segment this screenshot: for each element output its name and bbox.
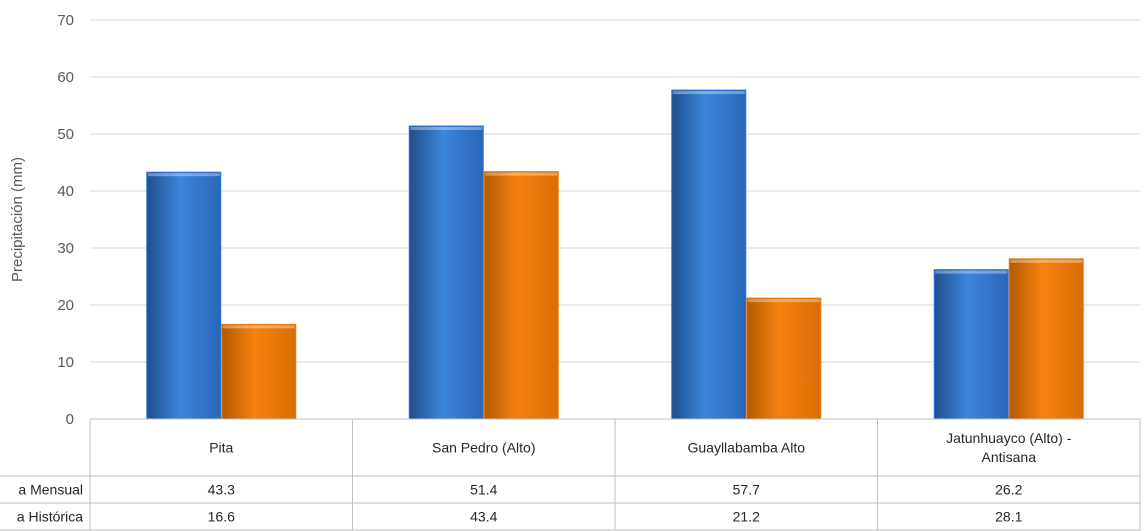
series-row-label: a Histórica xyxy=(17,509,83,525)
bar-highlight xyxy=(222,325,295,329)
bar-mensual xyxy=(146,171,222,420)
bar-historica xyxy=(221,323,297,420)
bar-mensual xyxy=(671,89,747,420)
bar-mensual xyxy=(408,125,484,420)
bars xyxy=(146,89,1084,420)
series-row-label: a Mensual xyxy=(18,482,83,498)
data-cell: 43.3 xyxy=(208,482,235,498)
bar-mensual xyxy=(933,269,1009,420)
y-tick-label: 10 xyxy=(57,354,74,371)
data-cell: 28.1 xyxy=(995,509,1022,525)
bar-highlight xyxy=(410,127,483,131)
y-tick-label: 30 xyxy=(57,240,74,257)
y-tick-label: 70 xyxy=(57,12,74,29)
y-tick-label: 40 xyxy=(57,183,74,200)
y-tick-label: 50 xyxy=(57,126,74,143)
category-label: Guayllabamba Alto xyxy=(687,440,805,456)
data-cell: 43.4 xyxy=(470,509,497,525)
gridlines xyxy=(90,19,1140,363)
data-cell: 21.2 xyxy=(733,509,760,525)
bar-highlight xyxy=(147,173,220,177)
category-label: Jatunhuayco (Alto) -Antisana xyxy=(946,430,1072,465)
bar-highlight xyxy=(747,299,820,303)
data-table: Pita San Pedro (Alto) Guayllabamba Alto Jat… xyxy=(0,418,1141,531)
bar-historica xyxy=(483,171,559,420)
data-cell: 51.4 xyxy=(470,482,497,498)
bar-historica xyxy=(746,297,822,420)
bar-historica xyxy=(1008,258,1084,420)
category-label: San Pedro (Alto) xyxy=(432,440,536,456)
y-tick-label: 20 xyxy=(57,297,74,314)
y-tick-label: 0 xyxy=(66,411,74,428)
data-cell: 57.7 xyxy=(733,482,760,498)
bar-highlight xyxy=(485,172,558,176)
bar-highlight xyxy=(1010,259,1083,263)
y-axis-label: Precipitación (mm) xyxy=(9,157,26,282)
bar-highlight xyxy=(672,91,745,95)
y-axis-ticks: 0 10 20 30 40 50 60 70 xyxy=(57,12,74,428)
bar-highlight xyxy=(935,270,1008,274)
category-label: Pita xyxy=(209,440,233,456)
data-cell: 26.2 xyxy=(995,482,1022,498)
y-tick-label: 60 xyxy=(57,69,74,86)
data-cell: 16.6 xyxy=(208,509,235,525)
